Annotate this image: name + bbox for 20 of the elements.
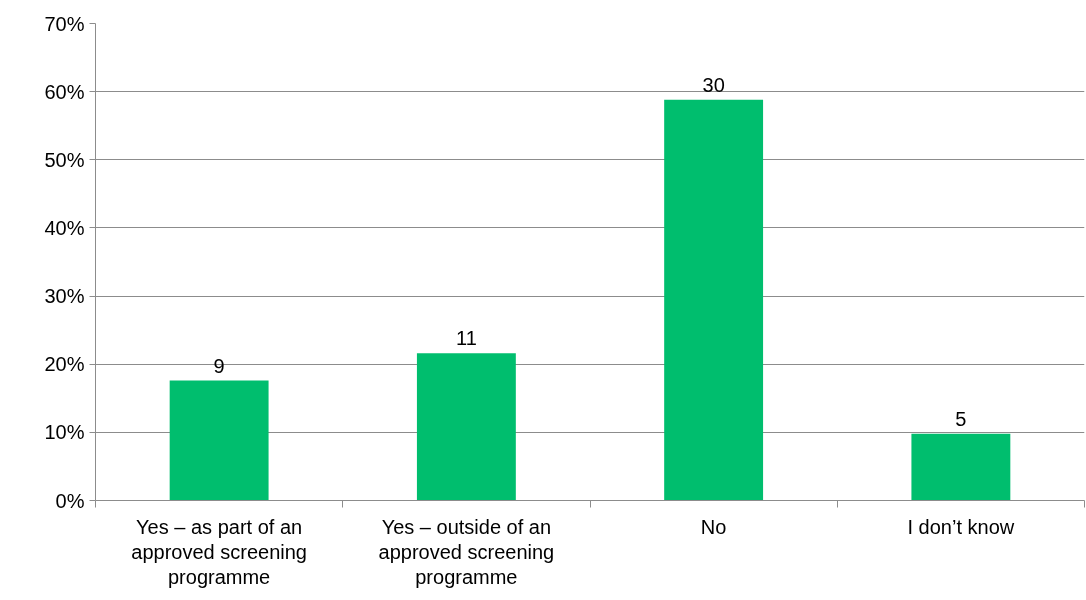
annotation: 30 (702, 73, 725, 96)
x-tick-label: Yes – as part of an approved screening programme (131, 515, 307, 589)
bar (664, 99, 764, 501)
y-tick-label: 30% (44, 285, 85, 308)
x-tick-label: No (700, 515, 727, 538)
annotation: 9 (213, 354, 225, 377)
y-tick-label: 20% (44, 353, 85, 376)
x-tick-label: I don’t know (907, 515, 1015, 538)
annotation: 11 (455, 327, 477, 350)
y-tick-label: 60% (44, 80, 85, 103)
x-tick-label: Yes – outside of an approved screening programme (378, 515, 555, 589)
y-tick-label: 10% (44, 421, 85, 444)
y-tick-label: 0% (55, 489, 85, 512)
bar (911, 433, 1011, 501)
annotation: 5 (955, 407, 967, 430)
y-tick-label: 70% (44, 12, 85, 35)
bar (416, 353, 516, 501)
bar (169, 380, 269, 501)
y-tick-label: 40% (44, 216, 85, 239)
y-tick-label: 50% (44, 148, 85, 171)
